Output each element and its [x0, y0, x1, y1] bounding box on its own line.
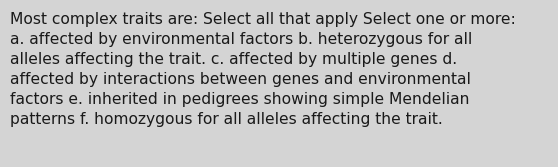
- Text: Most complex traits are: Select all that apply Select one or more:
a. affected b: Most complex traits are: Select all that…: [10, 12, 516, 127]
